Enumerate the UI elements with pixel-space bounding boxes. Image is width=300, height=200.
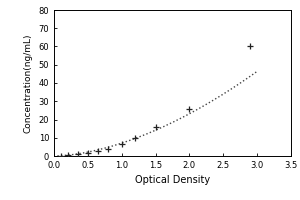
X-axis label: Optical Density: Optical Density [135, 175, 210, 185]
Y-axis label: Concentration(ng/mL): Concentration(ng/mL) [24, 33, 33, 133]
